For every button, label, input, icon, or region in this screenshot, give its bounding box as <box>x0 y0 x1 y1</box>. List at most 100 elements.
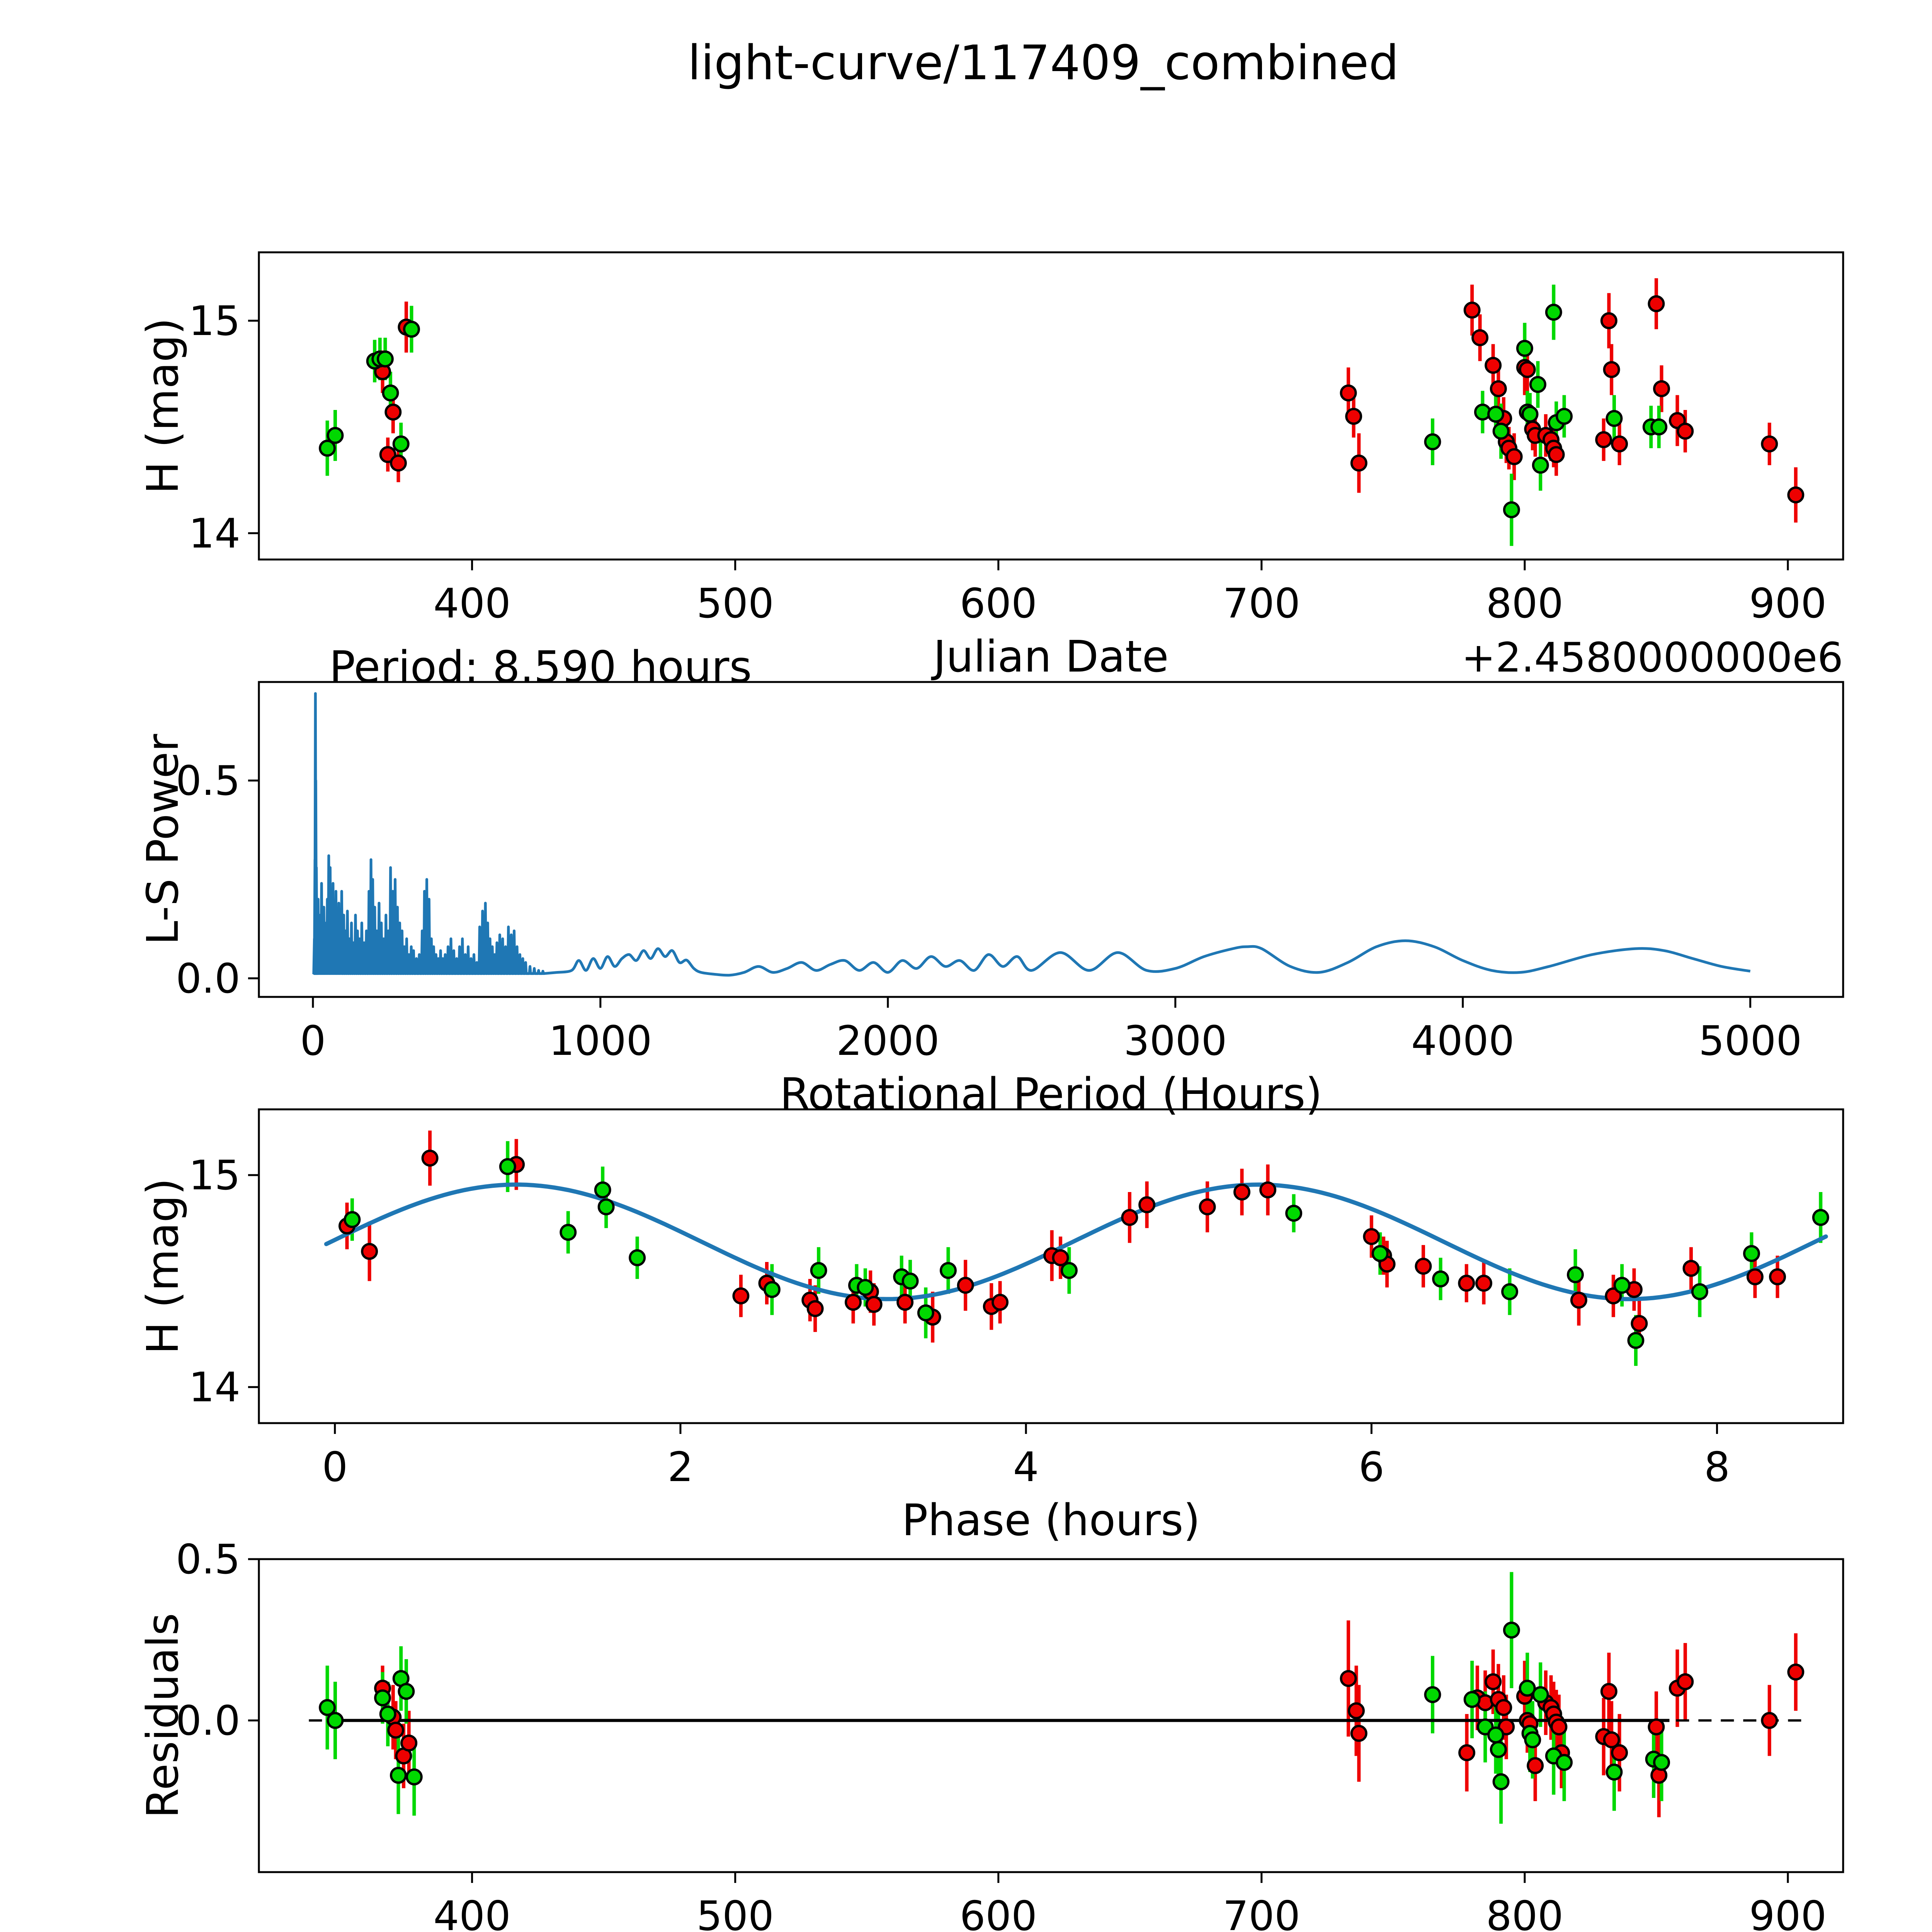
data-point <box>1595 431 1612 448</box>
data-point <box>865 1296 883 1313</box>
data-point <box>1345 408 1362 425</box>
data-point <box>1371 1245 1389 1262</box>
data-point <box>1653 380 1670 397</box>
data-point <box>376 350 394 367</box>
periodogram-line <box>312 692 1751 977</box>
axes-frame <box>258 251 1844 561</box>
data-point <box>1743 1245 1760 1262</box>
axis-offset-text: +2.4580000000e6 <box>1461 634 1843 681</box>
y-tick-label: 0.5 <box>176 1536 240 1583</box>
data-point <box>379 1705 396 1723</box>
x-tick-label: 800 <box>1486 1893 1563 1932</box>
x-tick-label: 800 <box>1486 580 1563 627</box>
data-point <box>1415 1258 1432 1275</box>
data-point <box>1545 304 1562 321</box>
data-point <box>560 1224 577 1241</box>
data-point <box>319 439 336 457</box>
data-point <box>1490 380 1507 397</box>
axes-frame <box>258 681 1844 998</box>
x-tick-label: 500 <box>697 1893 774 1932</box>
data-point <box>1611 435 1628 452</box>
model-fit-curve <box>324 1182 1828 1301</box>
x-tick-label: 8 <box>1704 1444 1730 1491</box>
data-point <box>1566 1266 1584 1283</box>
data-point <box>992 1294 1009 1311</box>
data-point <box>374 1689 391 1707</box>
panel-phase-folded: 0 2 4 6 8 14 15 Phase (hours) H (mag) <box>138 1108 1844 1546</box>
data-point <box>1653 1754 1670 1771</box>
x-tick-label: 1000 <box>549 1017 652 1065</box>
x-tick-label: 3000 <box>1124 1017 1227 1065</box>
data-point <box>1524 1731 1541 1748</box>
axes-frame <box>258 1558 1844 1873</box>
data-point <box>1463 1691 1481 1708</box>
y-axis-label: L-S Power <box>138 733 188 945</box>
x-tick-label: 600 <box>960 1893 1037 1932</box>
data-point <box>499 1158 516 1175</box>
data-point <box>901 1272 919 1290</box>
x-tick-label: 600 <box>960 580 1037 627</box>
data-point <box>1432 1270 1449 1287</box>
data-point <box>1812 1209 1829 1226</box>
data-point <box>1650 418 1668 435</box>
panel-jd-lightcurve: 400 500 600 700 800 900 14 15 Julian Date H (mag)… <box>138 251 1844 682</box>
data-point <box>400 1734 418 1752</box>
data-point <box>1475 1274 1493 1292</box>
data-point <box>763 1281 781 1298</box>
data-point <box>1600 312 1617 330</box>
data-point <box>361 1243 378 1260</box>
y-axis-label: Residuals <box>138 1613 188 1818</box>
data-point <box>1677 422 1694 440</box>
data-point <box>421 1150 439 1167</box>
data-point <box>1348 1702 1365 1719</box>
data-point <box>1519 1680 1536 1697</box>
data-point <box>1648 1718 1665 1736</box>
data-point <box>1487 405 1504 423</box>
data-point <box>1529 376 1546 393</box>
data-point <box>1060 1262 1078 1279</box>
x-tick-label: 6 <box>1359 1444 1384 1491</box>
data-point <box>1052 1249 1069 1267</box>
data-point <box>896 1294 914 1311</box>
data-point <box>1503 501 1520 519</box>
data-point <box>597 1198 615 1216</box>
data-point <box>319 1699 336 1716</box>
x-tick-label: 900 <box>1749 580 1827 627</box>
data-point <box>405 1768 423 1786</box>
data-point <box>939 1262 957 1279</box>
data-point <box>1611 1744 1628 1762</box>
data-point <box>1570 1291 1587 1309</box>
data-point <box>629 1249 646 1267</box>
data-point <box>392 435 410 452</box>
data-point <box>1769 1268 1786 1286</box>
data-point <box>1613 1277 1631 1294</box>
data-point <box>1363 1228 1380 1245</box>
data-point <box>344 1211 361 1228</box>
data-point <box>1605 1764 1623 1781</box>
data-point <box>1424 1686 1441 1703</box>
data-point <box>1682 1260 1700 1277</box>
data-point <box>1501 1283 1519 1300</box>
panel-periodogram: 0 1000 2000 3000 4000 5000 0.0 0.5 Rotational Pe… <box>138 681 1844 1119</box>
x-tick-label: 2 <box>668 1444 694 1491</box>
data-point <box>1521 405 1539 423</box>
data-point <box>1503 1621 1520 1639</box>
y-axis-label: H (mag) <box>138 1178 188 1354</box>
data-point <box>1492 1773 1510 1791</box>
x-axis-label: Rotational Period (Hours) <box>780 1069 1322 1119</box>
x-tick-label: 900 <box>1749 1893 1827 1932</box>
x-tick-label: 500 <box>697 580 774 627</box>
data-point <box>1495 1699 1512 1716</box>
data-point <box>1648 295 1665 313</box>
data-point <box>327 427 344 444</box>
y-tick-label: 14 <box>189 510 240 557</box>
x-tick-label: 5000 <box>1699 1017 1802 1065</box>
y-tick-label: 15 <box>189 1152 240 1199</box>
panel-data-residuals <box>309 1572 1806 1824</box>
data-point <box>1199 1198 1216 1216</box>
data-point <box>1340 1670 1357 1687</box>
period-annotation: Period: 8.590 hours <box>329 642 752 692</box>
panel-data-jd-lightcurve <box>319 278 1804 546</box>
